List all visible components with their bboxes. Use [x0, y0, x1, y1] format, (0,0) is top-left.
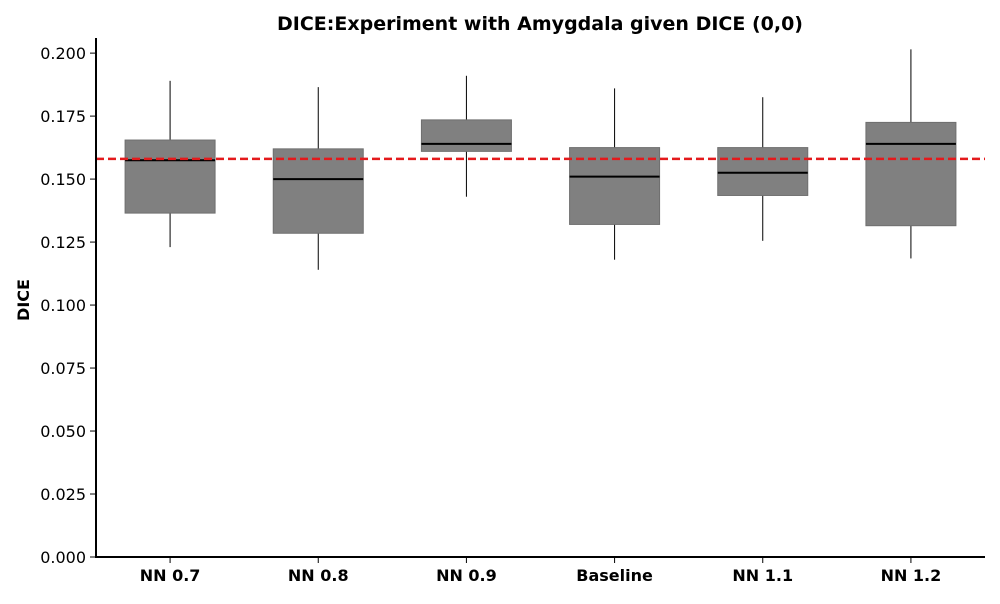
y-tick-label: 0.050	[40, 422, 86, 441]
y-tick-label: 0.075	[40, 359, 86, 378]
x-tick-label: NN 0.7	[140, 566, 201, 585]
x-tick-label: Baseline	[576, 566, 653, 585]
y-tick-label: 0.025	[40, 485, 86, 504]
box-iqr	[124, 139, 216, 214]
x-tick-label: NN 0.8	[288, 566, 349, 585]
y-tick-label: 0.175	[40, 107, 86, 126]
box-iqr	[420, 119, 512, 152]
plot-area: 0.000 0.025 0.050 0.075 0.100 0.125 0.150 0.175…	[40, 38, 985, 585]
box-iqr	[865, 121, 957, 227]
box-iqr	[272, 148, 364, 234]
chart-title: DICE:Experiment with Amygdala given DICE…	[277, 13, 803, 35]
y-tick-label: 0.000	[40, 548, 86, 567]
x-tick-label: NN 1.1	[732, 566, 793, 585]
box-iqr	[717, 147, 809, 196]
x-tick-label: NN 1.2	[881, 566, 942, 585]
y-axis-label: DICE	[14, 279, 33, 321]
y-tick-label: 0.125	[40, 233, 86, 252]
x-tick-label: NN 0.9	[436, 566, 497, 585]
y-tick-label: 0.200	[40, 44, 86, 63]
box-iqr	[569, 147, 661, 225]
y-tick-label: 0.100	[40, 296, 86, 315]
y-tick-label: 0.150	[40, 170, 86, 189]
